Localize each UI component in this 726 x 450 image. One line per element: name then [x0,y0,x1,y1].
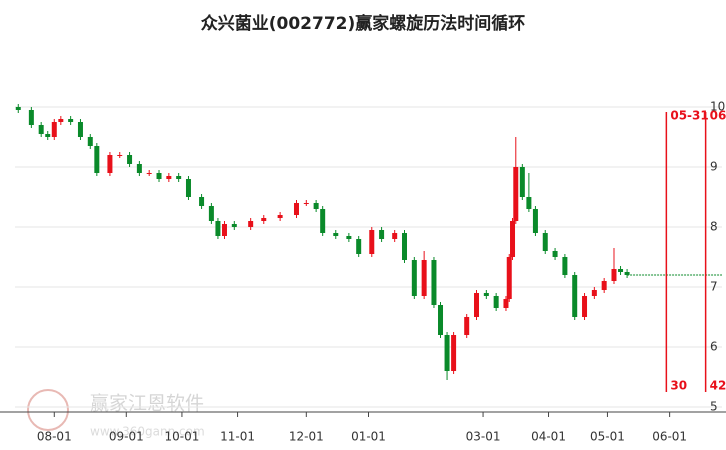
candle-body [369,230,375,254]
x-tick-label: 11-01 [220,430,255,444]
watermark: 赢家江恩软件 www.360gann.com [27,389,205,439]
chart-title: 众兴菌业(002772)赢家螺旋历法时间循环 [201,13,526,34]
candle-body [146,173,152,174]
y-tick-label: 8 [710,220,718,234]
candle-body [221,224,227,236]
watermark-text: 赢家江恩软件 [90,393,204,415]
cycle-count: 42 [710,379,726,393]
candle-body [601,281,607,290]
candle-body [474,293,480,317]
candle-body [493,296,499,308]
candle-body [156,173,162,179]
candle-body [618,269,624,272]
candle-body [483,293,489,296]
candle-body [513,167,519,221]
candle-body [208,206,214,221]
candle-body [379,230,385,239]
y-tick-label: 9 [710,160,718,174]
candle-body [293,203,299,215]
candle-body [510,221,516,257]
candle-body [215,221,221,236]
candle-body [526,197,532,209]
candle-body [582,296,588,317]
candle-body [185,179,191,197]
candle-body [542,233,548,251]
candle-body [248,221,254,227]
x-tick-label: 09-01 [109,430,144,444]
candle-body [624,272,630,275]
candle-body [411,260,417,296]
candle-body [320,209,326,233]
candle-body [552,251,558,257]
candle-body [532,209,538,233]
candle-body [506,257,512,299]
candle-body [591,290,597,296]
candle-body [451,335,457,371]
candle-body [438,305,444,335]
candle-body [333,233,339,236]
candle-body [346,236,352,239]
candle-body [77,122,83,137]
y-tick-label: 6 [710,340,718,354]
candle-body [15,107,21,110]
candle-body [231,224,237,227]
candle-body [176,176,182,179]
x-tick-label: 08-01 [37,430,72,444]
candle-body [94,146,100,173]
y-tick-label: 5 [710,400,718,414]
x-tick-label: 04-01 [531,430,566,444]
x-tick-label: 01-01 [351,430,386,444]
watermark-url: www.360gann.com [90,425,205,439]
watermark-logo [27,389,69,431]
candle-body [356,239,362,254]
candle-body [58,119,64,122]
candle-body [45,134,51,137]
candle-body [421,260,427,296]
candle-body [519,167,525,197]
y-tick-label: 10 [710,100,725,114]
x-tick-label: 12-01 [289,430,324,444]
candle-body [87,137,93,146]
x-tick-label: 05-01 [590,430,625,444]
candle-body [136,164,142,173]
candle-body [431,260,437,305]
candle-body [277,215,283,218]
candle-body [313,203,319,209]
candle-body [199,197,205,206]
candle-body [117,155,123,156]
candle-body [127,155,133,164]
cycle-count: 30 [670,379,687,393]
candle-body [107,155,113,173]
candle-body [28,110,34,125]
candle-body [402,233,408,260]
x-tick-label: 10-01 [164,430,199,444]
x-tick-label: 03-01 [466,430,501,444]
candle-body [38,125,44,134]
y-tick-label: 7 [710,280,718,294]
candle-body [572,275,578,317]
cycle-date: 05-31 [670,109,708,123]
candle-body [51,122,57,137]
x-tick-label: 06-01 [652,430,687,444]
candle-body [392,233,398,239]
candle-body [166,176,172,179]
candle-body [562,257,568,275]
candle-body [444,335,450,371]
cycle-date: 06- [710,109,726,123]
candle-body [464,317,470,335]
candle-body [611,269,617,281]
candle-body [303,203,309,204]
candle-body [68,119,74,122]
candle-body [261,218,267,221]
candle-body [503,299,509,308]
